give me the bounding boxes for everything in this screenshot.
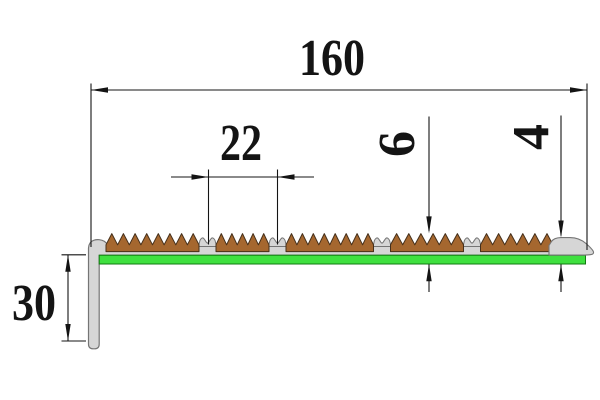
arrowhead bbox=[558, 264, 564, 282]
dim-label-overall-width: 160 bbox=[299, 30, 365, 87]
anti-slip-insert-segment bbox=[480, 233, 554, 253]
arrowhead bbox=[191, 174, 209, 180]
arrowhead bbox=[65, 324, 71, 341]
arrowhead bbox=[91, 87, 108, 93]
arrowhead bbox=[277, 174, 295, 180]
arrowhead bbox=[570, 87, 587, 93]
anti-slip-tape-green bbox=[98, 254, 586, 265]
arrowhead bbox=[558, 220, 564, 238]
anti-slip-insert-segment bbox=[105, 233, 200, 253]
insert-divider-rib bbox=[462, 237, 482, 247]
profile-right-lip bbox=[548, 237, 595, 256]
anti-slip-insert-segment bbox=[390, 233, 464, 253]
anti-slip-insert-segment bbox=[285, 233, 374, 253]
insert-divider-rib bbox=[198, 237, 217, 247]
arrowhead bbox=[65, 254, 71, 272]
anti-slip-insert-segment bbox=[215, 233, 270, 253]
arrowhead bbox=[426, 264, 432, 282]
arrowhead bbox=[426, 216, 432, 234]
drawing-geometry bbox=[61, 83, 595, 350]
insert-divider-rib bbox=[372, 237, 392, 247]
dim-label-total-height: 6 bbox=[369, 131, 426, 157]
dim-label-leg-height: 30 bbox=[12, 275, 56, 332]
dim-label-insert-spacing: 22 bbox=[220, 115, 262, 172]
dim-label-base-height: 4 bbox=[503, 124, 560, 150]
